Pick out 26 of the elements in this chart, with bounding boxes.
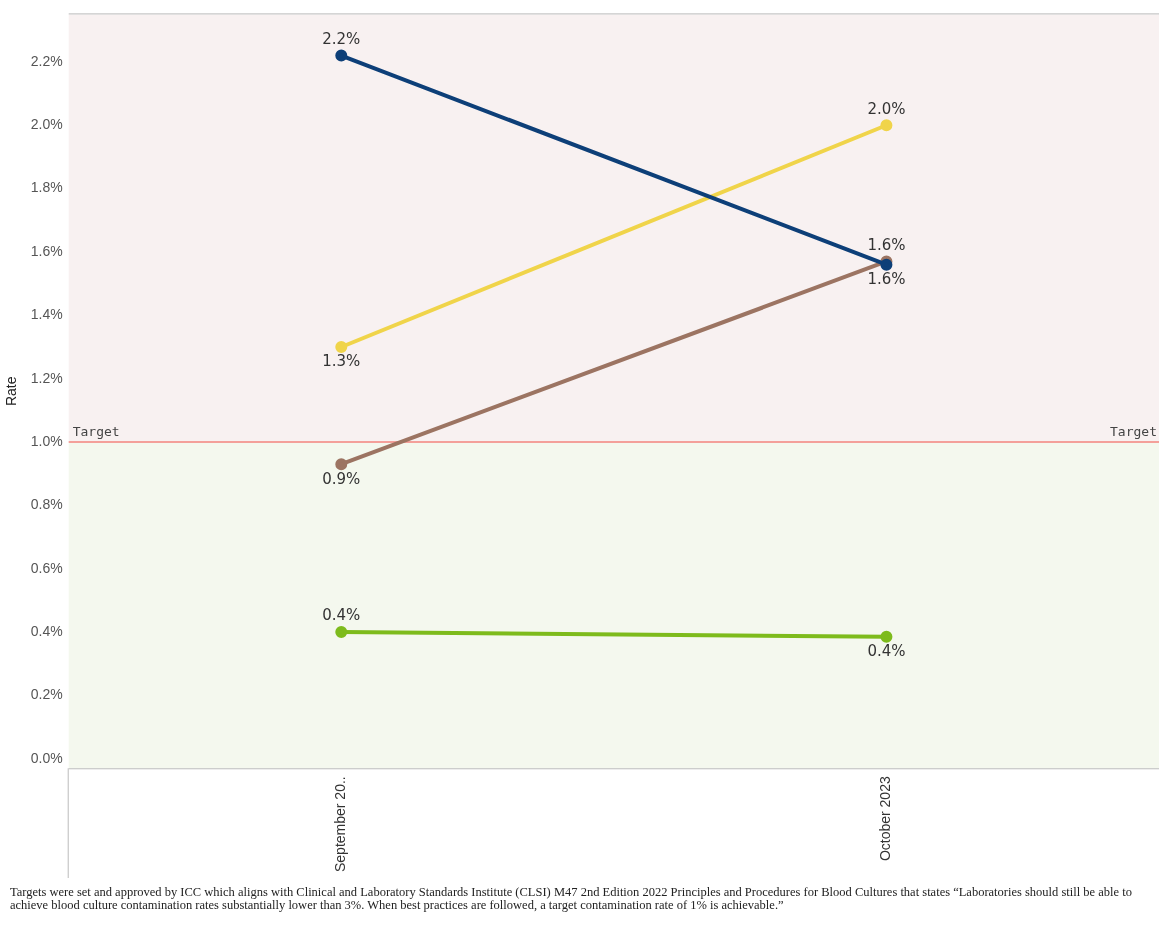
y-tick-label: 2.2% [30, 52, 63, 69]
y-tick-label: 1.0% [30, 432, 63, 449]
y-tick-label: 0.4% [30, 622, 63, 639]
y-tick-label: 0.6% [30, 559, 63, 576]
data-label: 2.2% [322, 29, 361, 48]
data-label: 1.3% [322, 352, 361, 371]
y-tick-label: 1.8% [30, 179, 63, 196]
y-axis-title: Rate [3, 376, 20, 407]
y-tick-label: 1.6% [30, 242, 63, 259]
ref-line-label: Target [72, 423, 120, 439]
y-tick-label: 0.0% [30, 749, 63, 766]
y-tick-label: 2.0% [30, 116, 63, 133]
data-label: 0.9% [322, 469, 361, 488]
data-label: 1.6% [867, 270, 906, 289]
y-tick-label: 1.2% [30, 369, 63, 386]
x-tick-label: October 2023 [877, 776, 894, 862]
y-tick-label: 0.2% [30, 686, 63, 703]
x-tick-label: September 20.. [332, 776, 349, 873]
text: Target [1110, 423, 1157, 439]
y-tick-label: 0.8% [30, 496, 63, 513]
data-label: 0.4% [867, 642, 906, 661]
data-label: 2.0% [867, 99, 906, 118]
y-tick-label: 1.4% [30, 306, 63, 323]
text: Targets were set and approved by ICC which aligns with Clinical and Laboratory Standards Institute (CLSI) M47 2nd Edition 2022 Principles and Procedures for Blood Cultures that states “Laboratories should still be able to achieve blood culture contamination rates substantially lower than 3%. When best practices are followed, a target contamination rate of 1% is achievable.” [9, 884, 1133, 912]
data-label: 1.6% [867, 235, 906, 254]
data-label: 0.4% [322, 606, 361, 625]
